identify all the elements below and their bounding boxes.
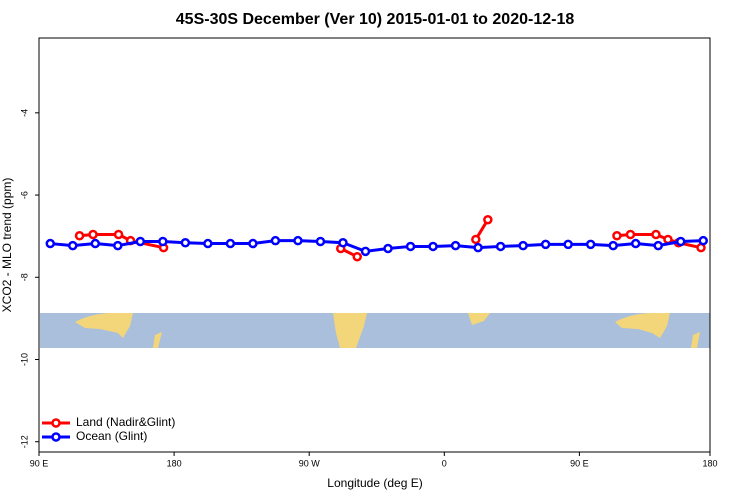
x-tick-label: 180 xyxy=(167,458,182,468)
map-band xyxy=(40,313,710,348)
legend-label: Land (Nadir&Glint) xyxy=(76,415,175,429)
point xyxy=(338,237,348,248)
point xyxy=(225,238,236,249)
point xyxy=(585,239,596,250)
point xyxy=(483,214,493,225)
point xyxy=(471,234,481,245)
point xyxy=(360,246,371,257)
point xyxy=(383,243,393,254)
y-tick-label: -10 xyxy=(19,353,29,366)
point xyxy=(625,229,636,240)
point xyxy=(518,240,528,251)
point xyxy=(450,240,461,251)
y-tick-label: -4 xyxy=(19,109,29,117)
x-tick-label: 90 W xyxy=(299,458,321,468)
point xyxy=(180,237,191,248)
point xyxy=(651,229,661,240)
point xyxy=(630,238,641,249)
point xyxy=(113,240,123,251)
legend-box xyxy=(40,414,190,446)
point xyxy=(495,241,506,252)
point xyxy=(315,236,326,247)
point xyxy=(203,238,213,249)
point xyxy=(90,238,101,249)
y-axis-label: XCO2 - MLO trend (ppm) xyxy=(0,178,14,313)
point xyxy=(675,236,686,247)
x-tick-label: 0 xyxy=(442,458,447,468)
point xyxy=(248,238,258,249)
point xyxy=(473,242,483,253)
x-tick-label: 180 xyxy=(702,458,717,468)
point xyxy=(428,241,438,252)
legend-marker xyxy=(51,418,61,428)
plot-frame xyxy=(38,37,711,453)
x-tick-label: 90 E xyxy=(30,458,49,468)
point xyxy=(135,236,146,247)
point xyxy=(293,235,303,246)
x-axis-label: Longitude (deg E) xyxy=(327,476,422,490)
series-line xyxy=(50,239,704,253)
legend-label: Ocean (Glint) xyxy=(76,429,147,443)
y-tick-label: -6 xyxy=(19,191,29,199)
point xyxy=(612,230,622,241)
point xyxy=(563,239,573,250)
point xyxy=(270,235,281,246)
chart-title: 45S-30S December (Ver 10) 2015-01-01 to … xyxy=(176,11,575,28)
point xyxy=(113,229,124,240)
point xyxy=(45,238,56,249)
point xyxy=(88,229,98,240)
point xyxy=(74,230,85,241)
point xyxy=(405,241,416,252)
point xyxy=(608,240,618,251)
y-tick-label: -8 xyxy=(19,273,29,281)
x-tick-label: 90 E xyxy=(570,458,589,468)
point xyxy=(158,236,168,247)
point xyxy=(352,251,362,262)
point xyxy=(540,239,551,250)
y-tick-label: -12 xyxy=(19,435,29,448)
point xyxy=(68,240,78,251)
legend-marker xyxy=(51,432,61,442)
point xyxy=(698,235,708,246)
point xyxy=(653,240,663,251)
